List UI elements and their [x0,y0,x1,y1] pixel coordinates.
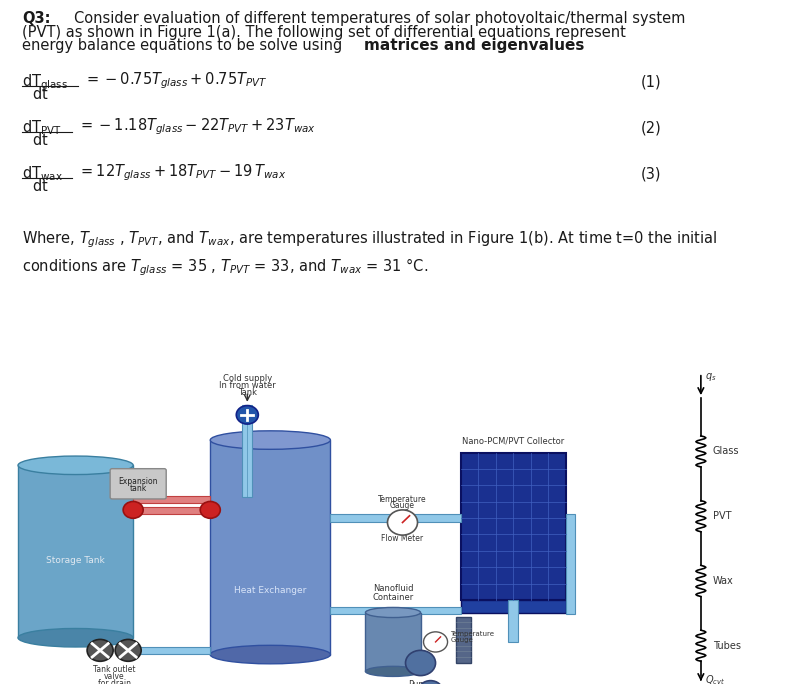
Circle shape [115,640,141,661]
Text: $= -1.18T_{glass} - 22T_{PVT} + 23T_{wax}$: $= -1.18T_{glass} - 22T_{PVT} + 23T_{wax… [78,116,316,137]
Text: (3): (3) [641,167,662,182]
Circle shape [405,650,436,676]
Text: (PVT) as shown in Figure 1(a). The following set of differential equations repre: (PVT) as shown in Figure 1(a). The follo… [22,25,626,40]
Text: Temperature: Temperature [378,495,427,504]
Text: Temperature: Temperature [450,631,494,637]
Text: for drain: for drain [98,679,131,684]
Circle shape [424,632,448,652]
Text: In from water: In from water [219,381,276,390]
Ellipse shape [210,645,330,663]
Text: valve: valve [104,672,124,681]
Text: Container: Container [372,593,413,602]
Ellipse shape [18,629,133,647]
Bar [365,612,421,672]
Text: $\mathregular{dT_{glass}}$: $\mathregular{dT_{glass}}$ [22,73,69,94]
Text: Q3:: Q3: [22,12,51,27]
Text: Glass: Glass [713,447,739,456]
Circle shape [123,501,143,518]
Text: Tubes: Tubes [713,641,741,650]
Text: Flow Meter: Flow Meter [381,534,424,543]
Bar [461,453,566,600]
Text: $\mathregular{dt}$: $\mathregular{dt}$ [32,178,48,194]
FancyBboxPatch shape [111,469,167,499]
Text: Cold supply: Cold supply [223,374,272,384]
Text: $q_s$: $q_s$ [705,371,716,383]
Text: Storage Tank: Storage Tank [46,555,105,565]
Text: $\mathregular{dT_{wax}}$: $\mathregular{dT_{wax}}$ [22,165,63,183]
Bar [330,607,461,614]
Text: energy balance equations to be solve using: energy balance equations to be solve usi… [22,38,348,53]
Text: Nano-PCM/PVT Collector: Nano-PCM/PVT Collector [462,437,564,446]
Circle shape [418,681,442,684]
Bar [566,514,575,614]
Text: (1): (1) [641,75,662,90]
Text: $\mathregular{dT_{PVT}}$: $\mathregular{dT_{PVT}}$ [22,119,62,137]
Ellipse shape [365,666,421,676]
Text: Where, $T_{glass}$ , $T_{PVT}$, and $T_{wax}$, are temperatures illustrated in F: Where, $T_{glass}$ , $T_{PVT}$, and $T_{… [22,230,718,250]
Text: $Q_{cvt}$: $Q_{cvt}$ [705,673,725,684]
Text: $= -0.75T_{glass} + 0.75T_{PVT}$: $= -0.75T_{glass} + 0.75T_{PVT}$ [84,70,268,91]
Bar [330,514,461,522]
Text: Nanofluid: Nanofluid [372,584,413,594]
Text: $\mathregular{dt}$: $\mathregular{dt}$ [32,86,48,102]
Text: (2): (2) [641,121,662,136]
Text: Wax: Wax [713,576,734,586]
Text: Heat Exchanger: Heat Exchanger [234,586,307,594]
Bar [242,405,252,497]
Text: PVT: PVT [713,511,731,521]
Text: $\mathregular{dt}$: $\mathregular{dt}$ [32,132,48,148]
Bar [133,496,210,503]
Circle shape [87,640,113,661]
Text: Tank: Tank [238,388,257,397]
Bar [133,647,210,654]
Text: Consider evaluation of different temperatures of solar photovoltaic/thermal syst: Consider evaluation of different tempera… [74,12,686,27]
Circle shape [236,406,258,424]
Text: tank: tank [130,484,147,492]
Text: Expansion: Expansion [119,477,158,486]
Text: conditions are $T_{glass}$ = 35 , $T_{PVT}$ = 33, and $T_{wax}$ = 31 °C.: conditions are $T_{glass}$ = 35 , $T_{PV… [22,256,429,278]
Ellipse shape [210,431,330,449]
Bar [461,600,566,612]
Ellipse shape [18,456,133,475]
Circle shape [200,501,220,518]
Text: matrices and eigenvalues: matrices and eigenvalues [364,38,585,53]
Circle shape [388,510,417,535]
Bar [456,617,471,663]
Text: $= 12T_{glass} + 18T_{PVT} - 19\,T_{wax}$: $= 12T_{glass} + 18T_{PVT} - 19\,T_{wax}… [78,162,286,183]
Ellipse shape [365,607,421,618]
Bar [508,600,517,642]
Text: Gauge: Gauge [450,637,473,643]
Bar [210,440,330,655]
Bar [18,465,133,637]
Bar [133,507,210,514]
Text: Gauge: Gauge [390,501,415,510]
Text: Tank outlet: Tank outlet [93,666,135,674]
Text: Pump: Pump [409,680,433,684]
